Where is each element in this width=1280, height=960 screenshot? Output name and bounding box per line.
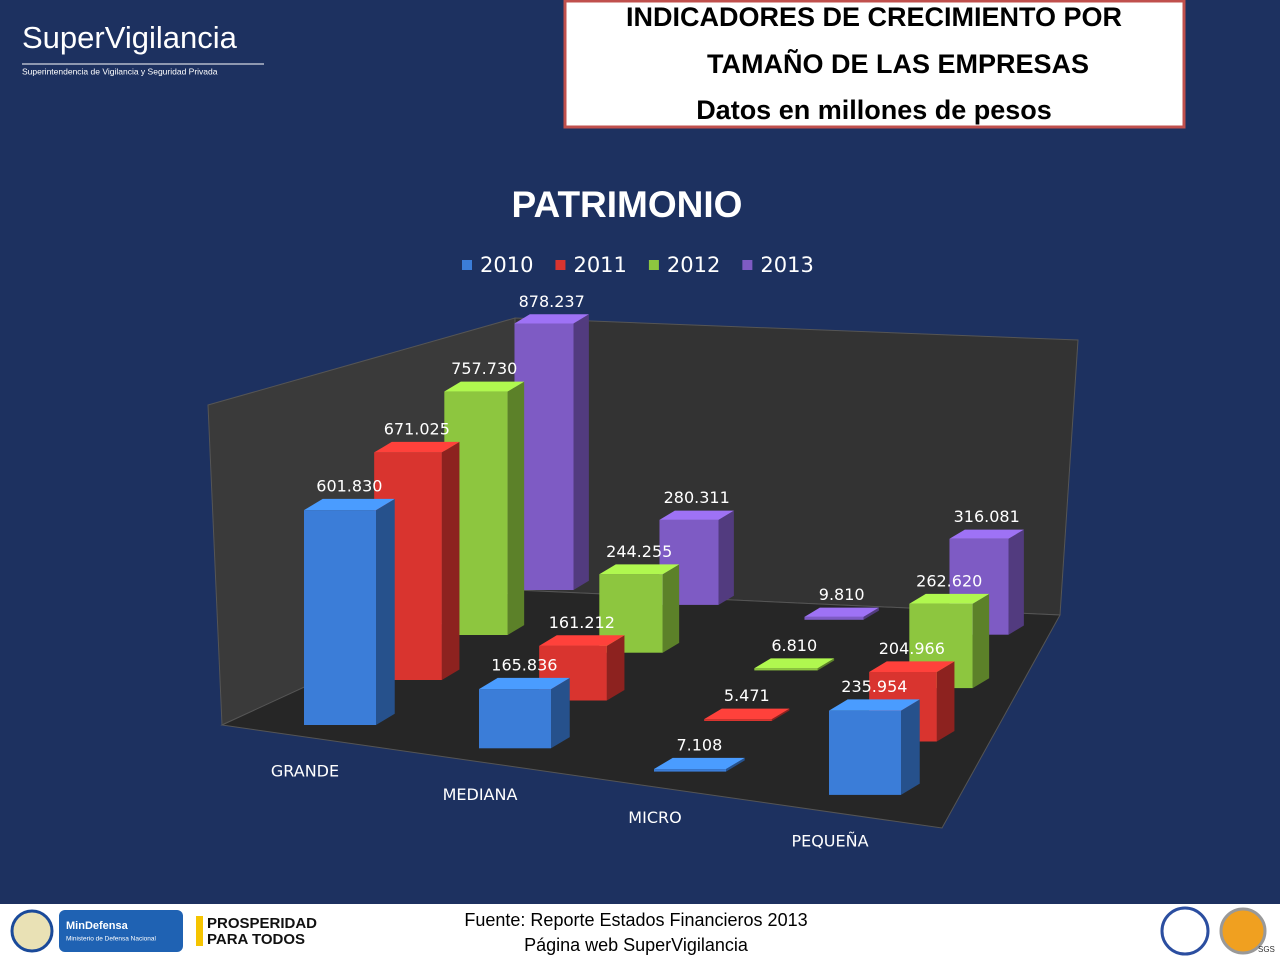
legend-label: 2011 <box>573 253 626 277</box>
legend-label: 2010 <box>480 253 533 277</box>
bar-side <box>551 677 570 749</box>
brand-subtitle: Superintendencia de Vigilancia y Segurid… <box>22 66 218 76</box>
bar-side <box>771 708 790 721</box>
value-label: 280.311 <box>664 488 730 507</box>
value-label: 757.730 <box>451 359 517 378</box>
bar <box>804 616 864 620</box>
shield-logo <box>10 909 54 953</box>
bar-side <box>441 441 460 680</box>
x-tick-label: GRANDE <box>271 762 339 781</box>
bar-side <box>662 564 680 653</box>
logo-text: PARA TODOS <box>207 931 305 948</box>
x-tick-label: MICRO <box>628 808 681 827</box>
bar-side <box>573 314 589 590</box>
value-label: 878.237 <box>519 292 585 311</box>
bar-top <box>659 510 734 520</box>
bars: 878.237 280.311 9.810 316.081 757.730 244.255… <box>304 292 1024 795</box>
x-tick-label: PEQUEÑA <box>791 831 868 850</box>
bar-side <box>376 498 395 725</box>
legend-label: 2012 <box>667 253 720 277</box>
bar-top <box>804 607 879 617</box>
bar-side <box>1008 529 1024 635</box>
logo-text: PROSPERIDAD <box>207 915 317 932</box>
footer-band <box>0 904 1280 960</box>
value-label: 316.081 <box>954 507 1020 526</box>
brand: SuperVigilancia <box>22 20 238 55</box>
legend-swatch <box>742 260 753 270</box>
value-label: 165.836 <box>491 655 557 674</box>
legend-swatch <box>462 260 472 270</box>
value-label: 244.255 <box>606 542 672 561</box>
value-label: 262.620 <box>916 571 982 590</box>
legend-swatch <box>555 260 566 270</box>
bar-side <box>718 510 734 605</box>
bar <box>829 710 901 795</box>
legend-label: 2013 <box>760 253 813 277</box>
bar-side <box>817 658 835 671</box>
source-line: Página web SuperVigilancia <box>524 935 749 955</box>
flag-logo <box>196 916 203 946</box>
value-label: 671.025 <box>384 419 450 438</box>
bar-side <box>936 661 955 742</box>
bar-top <box>599 564 680 575</box>
bar <box>304 510 376 725</box>
value-label: 204.966 <box>879 639 945 658</box>
bar-top <box>539 635 625 646</box>
value-label: 235.954 <box>841 677 907 696</box>
cert-logo <box>1160 906 1210 956</box>
bar-top <box>829 699 920 711</box>
bar <box>704 719 772 721</box>
source-line: Fuente: Reporte Estados Financieros 2013 <box>464 910 807 930</box>
bar-side <box>863 607 879 620</box>
value-label: 9.810 <box>819 585 865 604</box>
bar <box>754 668 818 671</box>
bar <box>654 769 726 772</box>
value-label: 6.810 <box>771 636 817 655</box>
bar-top <box>949 529 1024 539</box>
bar-side <box>972 593 990 689</box>
bar-top <box>514 314 589 324</box>
logo-text: MinDefensa <box>66 920 129 932</box>
bar <box>514 323 574 590</box>
value-label: 5.471 <box>724 686 770 705</box>
bar <box>479 689 551 749</box>
bar-top <box>869 661 955 672</box>
legend-swatch <box>648 260 659 270</box>
bar-top <box>754 658 835 669</box>
sgs-logo <box>1219 907 1267 955</box>
bar-top <box>444 381 525 392</box>
value-label: 161.212 <box>549 613 615 632</box>
bar-top <box>479 677 570 690</box>
mindefensa-logo <box>59 910 183 952</box>
value-label: 7.108 <box>676 735 722 754</box>
logo-text: Ministerio de Defensa Nacional <box>66 936 157 943</box>
x-tick-label: MEDIANA <box>443 785 518 804</box>
bar-top <box>374 441 460 453</box>
header-line: INDICADORES DE CRECIMIENTO POR <box>626 2 1122 32</box>
bar-side <box>726 757 745 772</box>
chart-title: PATRIMONIO <box>512 184 743 225</box>
value-label: 601.830 <box>316 476 382 495</box>
bar-top <box>704 708 790 720</box>
bar-side <box>606 635 625 701</box>
bar-side <box>901 699 920 795</box>
header-box <box>563 0 1186 129</box>
bar-top <box>304 498 395 511</box>
bar-side <box>507 381 525 635</box>
header-line: TAMAÑO DE LAS EMPRESAS <box>707 48 1089 79</box>
bar-top <box>909 593 990 604</box>
bar-top <box>654 757 745 770</box>
header-line: Datos en millones de pesos <box>696 95 1052 125</box>
logo-text: SGS <box>1258 945 1275 954</box>
